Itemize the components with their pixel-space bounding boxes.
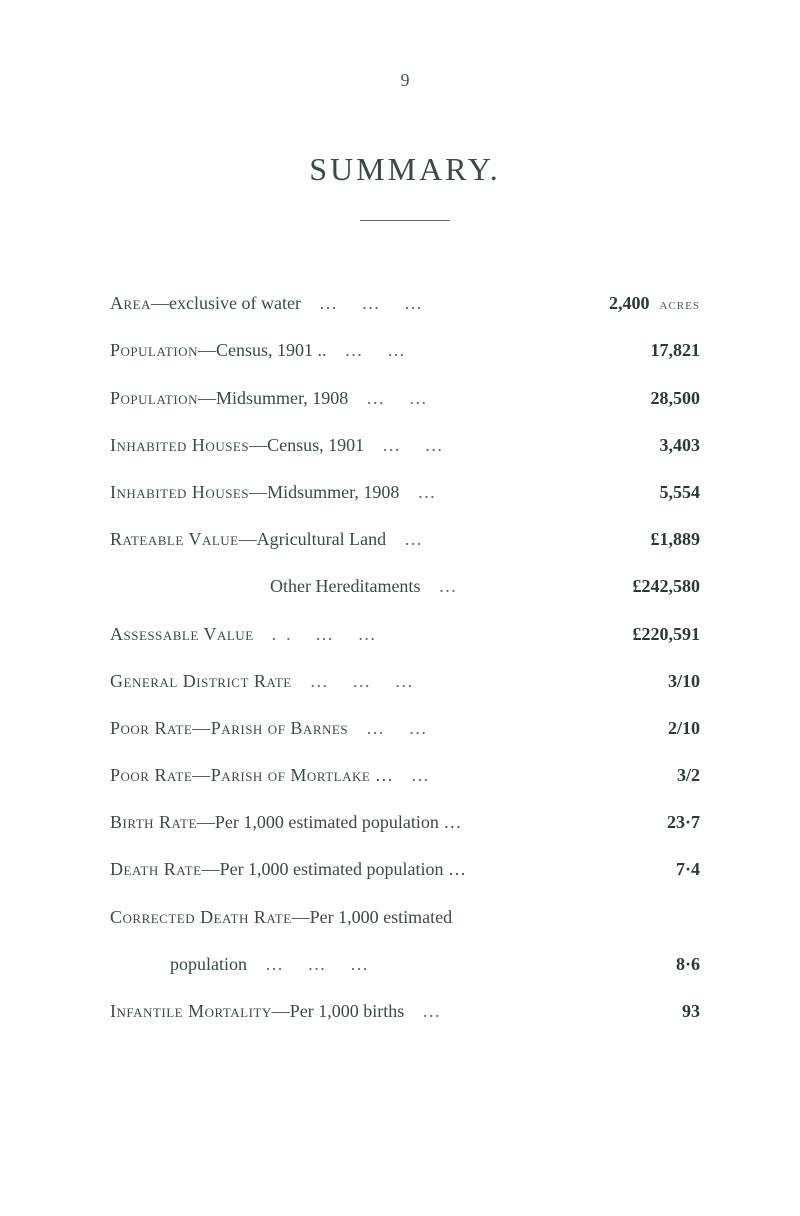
list-item: Infantile Mortality—Per 1,000 births…93 <box>110 999 700 1024</box>
list-item: Corrected Death Rate—Per 1,000 estimated <box>110 905 700 930</box>
list-item: General District Rate… … …3/10 <box>110 669 700 694</box>
item-value: 3/2 <box>580 763 700 788</box>
leader-dots: … … <box>348 716 580 741</box>
list-item: Poor Rate—Parish of Mortlake ……3/2 <box>110 763 700 788</box>
leader-dots: … … … <box>292 669 580 694</box>
item-label: Rateable Value—Agricultural Land <box>110 527 386 552</box>
item-value: 2/10 <box>580 716 700 741</box>
summary-list: Area—exclusive of water… … …2,400acresPo… <box>110 291 700 1024</box>
leader-dots: … <box>404 999 580 1024</box>
item-label: Population—Census, 1901 .. <box>110 338 326 363</box>
item-value: £242,580 <box>580 574 700 599</box>
title-rule <box>360 220 450 221</box>
list-item: population… … …8·6 <box>110 952 700 977</box>
item-label: Area—exclusive of water <box>110 291 301 316</box>
leader-dots: … … <box>326 338 580 363</box>
item-label: Inhabited Houses—Midsummer, 1908 <box>110 480 399 505</box>
item-value: 28,500 <box>580 386 700 411</box>
page-number: 9 <box>110 70 700 91</box>
list-item: Assessable Value.. … …£220,591 <box>110 622 700 647</box>
item-label: Inhabited Houses—Census, 1901 <box>110 433 364 458</box>
list-item: Death Rate—Per 1,000 estimated populatio… <box>110 857 700 882</box>
list-item: Poor Rate—Parish of Barnes… …2/10 <box>110 716 700 741</box>
item-label: Infantile Mortality—Per 1,000 births <box>110 999 404 1024</box>
list-item: Population—Midsummer, 1908… …28,500 <box>110 386 700 411</box>
list-item: Population—Census, 1901 ..… …17,821 <box>110 338 700 363</box>
item-value: 2,400 <box>530 291 650 316</box>
list-item: Birth Rate—Per 1,000 estimated populatio… <box>110 810 700 835</box>
item-label: Birth Rate—Per 1,000 estimated populatio… <box>110 810 461 835</box>
leader-dots: … <box>399 480 580 505</box>
item-value: 5,554 <box>580 480 700 505</box>
item-value: 8·6 <box>580 952 700 977</box>
item-label: Poor Rate—Parish of Barnes <box>110 716 348 741</box>
list-item: Area—exclusive of water… … …2,400acres <box>110 291 700 316</box>
leader-dots: … … … <box>301 291 530 316</box>
page-title: SUMMARY. <box>110 151 700 188</box>
leader-dots: … … <box>364 433 580 458</box>
item-label: Other Hereditaments <box>110 574 420 599</box>
item-label: Corrected Death Rate—Per 1,000 estimated <box>110 905 452 930</box>
leader-dots: … <box>386 527 580 552</box>
list-item: Other Hereditaments…£242,580 <box>110 574 700 599</box>
item-value: 7·4 <box>580 857 700 882</box>
item-label: Death Rate—Per 1,000 estimated populatio… <box>110 857 466 882</box>
item-label: Poor Rate—Parish of Mortlake … <box>110 763 393 788</box>
leader-dots: … <box>420 574 580 599</box>
item-label: General District Rate <box>110 669 292 694</box>
item-value: 3/10 <box>580 669 700 694</box>
leader-dots: … <box>393 763 580 788</box>
item-label: Assessable Value <box>110 622 254 647</box>
list-item: Inhabited Houses—Census, 1901… …3,403 <box>110 433 700 458</box>
item-value: 3,403 <box>580 433 700 458</box>
item-value: 93 <box>580 999 700 1024</box>
item-value: 17,821 <box>580 338 700 363</box>
item-value: £1,889 <box>580 527 700 552</box>
leader-dots: … … … <box>247 952 580 977</box>
unit-label: acres <box>650 294 700 316</box>
item-label: population <box>110 952 247 977</box>
list-item: Rateable Value—Agricultural Land…£1,889 <box>110 527 700 552</box>
list-item: Inhabited Houses—Midsummer, 1908…5,554 <box>110 480 700 505</box>
item-value: £220,591 <box>580 622 700 647</box>
leader-dots: .. … … <box>254 622 580 647</box>
leader-dots: … … <box>348 386 580 411</box>
item-label: Population—Midsummer, 1908 <box>110 386 348 411</box>
item-value: 23·7 <box>580 810 700 835</box>
